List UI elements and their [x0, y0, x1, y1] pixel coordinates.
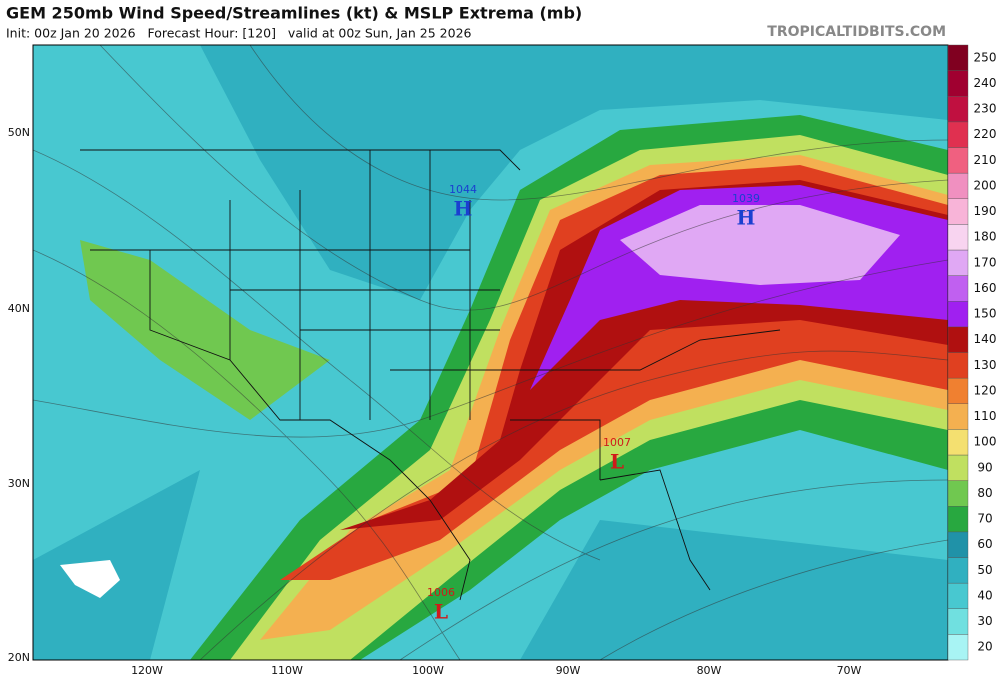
colorbar-swatch	[947, 96, 969, 123]
colorbar-swatch	[947, 377, 969, 404]
colorbar-swatch	[947, 403, 969, 430]
colorbar-swatch	[947, 480, 969, 507]
pressure-value: 1006	[427, 586, 455, 599]
lon-label: 80W	[697, 664, 722, 677]
colorbar-label: 30	[977, 614, 992, 628]
lat-label: 50N	[8, 126, 30, 139]
colorbar-swatch	[947, 557, 969, 584]
colorbar-label: 130	[974, 358, 997, 372]
colorbar-swatch	[947, 608, 969, 635]
colorbar-label: 200	[974, 178, 997, 192]
colorbar-label: 250	[974, 50, 997, 64]
colorbar-swatch	[947, 301, 969, 328]
colorbar-label: 180	[974, 230, 997, 244]
colorbar-label: 160	[974, 281, 997, 295]
colorbar-label: 220	[974, 127, 997, 141]
pressure-value: 1039	[732, 192, 760, 205]
pressure-letter: H	[454, 197, 473, 221]
lat-label: 40N	[8, 302, 30, 315]
colorbar-label: 210	[974, 153, 997, 167]
colorbar-label: 120	[974, 383, 997, 397]
colorbar-swatch	[947, 121, 969, 148]
colorbar-label: 110	[974, 409, 997, 423]
pressure-letter: L	[434, 600, 448, 624]
colorbar-label: 100	[974, 435, 997, 449]
lon-label: 90W	[556, 664, 581, 677]
wind-band	[80, 240, 330, 420]
wind-core	[620, 205, 900, 285]
colorbar-swatch	[947, 249, 969, 276]
colorbar-swatch	[947, 506, 969, 533]
colorbar-label: 240	[974, 76, 997, 90]
colorbar-swatch	[947, 429, 969, 456]
colorbar-swatch	[947, 44, 969, 71]
colorbar-swatch	[947, 70, 969, 97]
pressure-letter: H	[737, 206, 756, 230]
pressure-value: 1044	[449, 183, 477, 196]
streamlines	[33, 45, 948, 660]
pressure-value: 1007	[603, 436, 631, 449]
colorbar-label: 190	[974, 204, 997, 218]
colorbar-label: 50	[977, 563, 992, 577]
colorbar-label: 90	[977, 460, 992, 474]
colorbar-label: 170	[974, 255, 997, 269]
title: GEM 250mb Wind Speed/Streamlines (kt) & …	[6, 4, 582, 23]
colorbar-label: 40	[977, 588, 992, 602]
colorbar-label: 80	[977, 486, 992, 500]
map	[32, 44, 949, 661]
wind-band	[33, 45, 948, 300]
colorbar-swatch	[947, 454, 969, 481]
colorbar-label: 60	[977, 537, 992, 551]
pressure-letter: L	[610, 450, 624, 474]
colorbar-swatch	[947, 275, 969, 302]
subtitle: Init: 00z Jan 20 2026 Forecast Hour: [12…	[6, 26, 472, 41]
colorbar-label: 70	[977, 512, 992, 526]
colorbar-label: 150	[974, 307, 997, 321]
colorbar-swatch	[947, 224, 969, 251]
lon-label: 120W	[131, 664, 163, 677]
colorbar-label: 230	[974, 102, 997, 116]
colorbar-swatch	[947, 198, 969, 225]
borders	[80, 149, 781, 601]
lon-label: 70W	[837, 664, 862, 677]
calm-area	[60, 560, 120, 598]
colorbar-swatch	[947, 352, 969, 379]
colorbar-swatch	[947, 326, 969, 353]
lon-label: 110W	[271, 664, 303, 677]
wind-band	[33, 470, 948, 660]
colorbar-swatch	[947, 147, 969, 174]
colorbar-label: 20	[977, 640, 992, 654]
colorbar-swatch	[947, 172, 969, 199]
lon-label: 100W	[412, 664, 444, 677]
colorbar-label: 140	[974, 332, 997, 346]
lat-label: 30N	[8, 477, 30, 490]
site-name: TROPICALTIDBITS.COM	[767, 24, 946, 40]
colorbar-swatch	[947, 634, 969, 661]
colorbar-swatch	[947, 582, 969, 609]
colorbar-swatch	[947, 531, 969, 558]
lat-label: 20N	[8, 651, 30, 664]
